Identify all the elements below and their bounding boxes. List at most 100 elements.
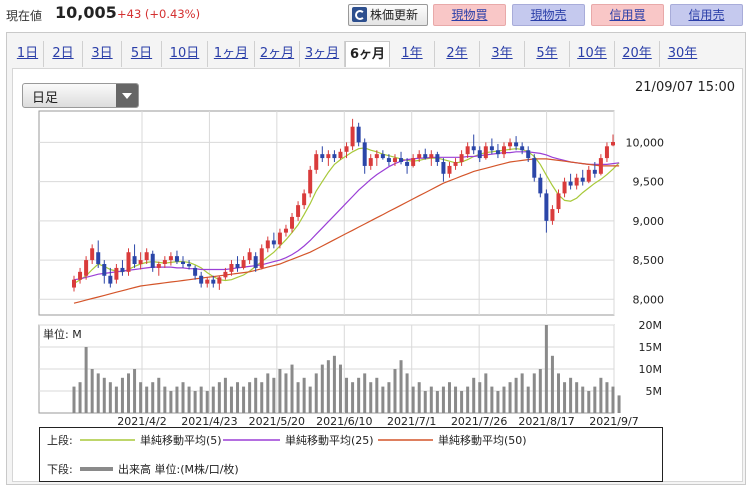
tab-5[interactable]: 1ヶ月 — [208, 41, 255, 67]
volume-bar — [242, 386, 246, 413]
date-tick: 2021/4/2 — [117, 415, 166, 428]
volume-bar — [447, 382, 451, 413]
date-axis-labels: 2021/4/2 2021/4/23 2021/5/20 2021/6/10 2021/… — [117, 415, 638, 428]
volume-bar — [581, 386, 585, 413]
candle-body — [114, 267, 119, 280]
legend-graphics: 上段: 単純移動平均(5) 単純移動平均(25) 単純移動平均(50) 下段: … — [47, 433, 527, 476]
margin-buy-button[interactable]: 信用買 — [591, 4, 664, 26]
tab-2[interactable]: 3日 — [83, 41, 122, 67]
tab-1[interactable]: 2日 — [44, 41, 83, 67]
candle-body — [144, 252, 149, 261]
volume-bar — [133, 369, 137, 413]
volume-bar — [514, 377, 518, 413]
volume-axis-labels: 5M 10M 15M 20M — [639, 319, 663, 398]
date-tick: 2021/8/17 — [518, 415, 574, 428]
candle-body — [138, 260, 143, 264]
tab-3[interactable]: 5日 — [122, 41, 162, 67]
candle-body — [538, 177, 543, 194]
candle-body — [344, 146, 349, 152]
candle-body — [574, 177, 579, 186]
volume-bar — [369, 382, 373, 413]
refresh-icon — [352, 6, 367, 22]
volume-bar — [223, 377, 227, 413]
spot-buy-button[interactable]: 現物買 — [433, 4, 506, 26]
volume-bar — [393, 369, 397, 413]
candle-body — [374, 154, 379, 159]
volume-bar — [169, 391, 173, 413]
volume-bar — [429, 386, 433, 413]
candle-body — [508, 142, 513, 147]
volume-bar — [229, 386, 233, 413]
volume-bar — [423, 391, 427, 413]
volume-bar — [272, 377, 276, 413]
candle-body — [241, 260, 246, 268]
margin-sell-button[interactable]: 信用売 — [670, 4, 743, 26]
candle-body — [465, 146, 470, 155]
tab-13[interactable]: 10年 — [570, 41, 615, 67]
candle-body — [399, 158, 404, 162]
candle-body — [308, 169, 313, 194]
volume-bar — [472, 377, 476, 413]
volume-bar — [435, 391, 439, 413]
volume-bar — [145, 386, 149, 413]
tab-12[interactable]: 5年 — [525, 41, 570, 67]
candle-body — [362, 142, 367, 166]
volume-bar — [139, 382, 143, 413]
volume-bar — [260, 382, 264, 413]
tab-14[interactable]: 20年 — [615, 41, 660, 67]
date-tick: 2021/7/1 — [387, 415, 436, 428]
candle-body — [350, 126, 355, 147]
tab-4[interactable]: 10日 — [162, 41, 208, 67]
current-price-label: 現在値 — [6, 9, 43, 23]
volume-bar — [484, 373, 488, 413]
candle-body — [386, 158, 391, 162]
candle-body — [356, 126, 361, 143]
candle-body — [217, 277, 222, 284]
volume-bar — [326, 360, 330, 413]
candle-body — [181, 261, 186, 264]
spot-sell-button[interactable]: 現物売 — [512, 4, 585, 26]
volume-bar — [205, 391, 209, 413]
candle-body — [126, 252, 131, 272]
candle-body — [320, 154, 325, 159]
candle-body — [72, 279, 76, 288]
update-price-button[interactable]: 株価更新 — [348, 4, 428, 26]
candle-body — [411, 158, 416, 166]
tab-11[interactable]: 3年 — [480, 41, 525, 67]
volume-bar — [563, 382, 567, 413]
volume-bar — [338, 364, 342, 413]
candle-body — [562, 181, 567, 194]
candle-body — [568, 181, 573, 186]
candle-interval-select[interactable]: 日足 — [22, 83, 139, 108]
candle-body — [405, 162, 410, 166]
volume-bar — [490, 386, 494, 413]
candle-body — [296, 205, 301, 217]
date-tick: 2021/7/26 — [451, 415, 507, 428]
volume-bar — [308, 386, 312, 413]
volume-bar — [466, 386, 470, 413]
candle-body — [84, 260, 89, 276]
candle-body — [283, 228, 288, 233]
candle-body — [611, 141, 615, 146]
tab-6[interactable]: 2ヶ月 — [255, 41, 300, 67]
candle-body — [501, 146, 506, 155]
tab-15[interactable]: 30年 — [667, 46, 698, 61]
chart-timestamp: 21/09/07 15:00 — [635, 80, 735, 95]
volume-bar — [296, 382, 300, 413]
tab-9[interactable]: 1年 — [390, 41, 435, 67]
volume-bar — [569, 377, 573, 413]
price-tick: 9,500 — [633, 176, 665, 189]
volume-bar — [417, 382, 421, 413]
tab-0[interactable]: 1日 — [12, 41, 44, 67]
candle-body — [471, 146, 476, 151]
candle-body — [265, 240, 270, 249]
tab-8[interactable]: 6ヶ月 — [345, 41, 390, 67]
volume-bar — [496, 391, 500, 413]
volume-bar — [532, 373, 536, 413]
legend-volume: 出来高 単位:(M株/口/枚) — [118, 462, 239, 476]
price-tick: 8,500 — [633, 254, 665, 267]
tab-7[interactable]: 3ヶ月 — [300, 41, 345, 67]
volume-bar — [399, 360, 403, 413]
tab-10[interactable]: 2年 — [435, 41, 480, 67]
volume-bar — [163, 386, 167, 413]
